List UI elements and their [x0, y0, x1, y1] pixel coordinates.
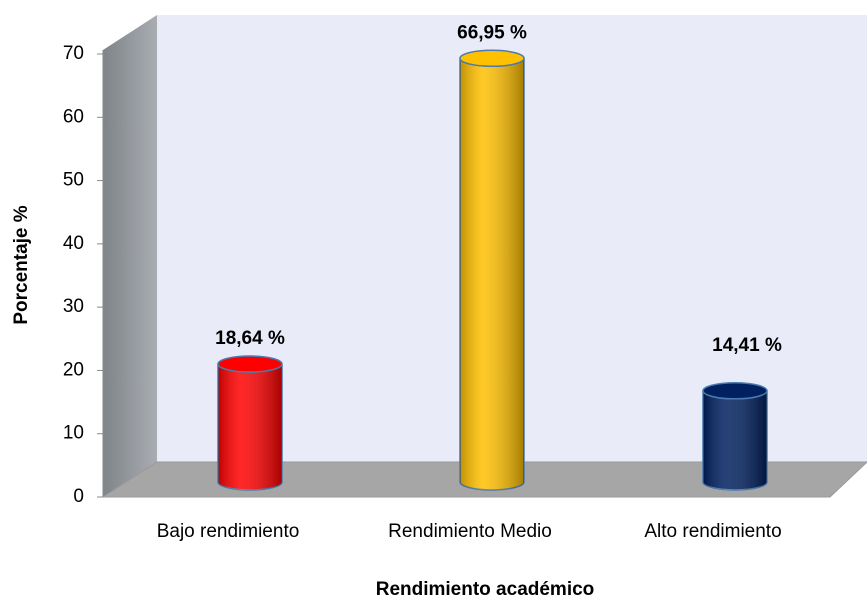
- y-tick-label: 0: [73, 486, 84, 507]
- y-tick-label: 40: [63, 233, 84, 254]
- y-tick-label: 70: [63, 43, 84, 64]
- y-tick-label: 50: [63, 170, 84, 191]
- y-tick-label: 30: [63, 296, 84, 317]
- y-tick-label: 10: [63, 423, 84, 444]
- x-tick-label: Rendimiento Medio: [388, 521, 552, 542]
- value-label: 66,95 %: [457, 22, 527, 43]
- cylinder-top: [459, 49, 525, 68]
- y-tick-label: 20: [63, 359, 84, 380]
- cylinder: [217, 355, 283, 491]
- cylinder-shade: [218, 364, 282, 490]
- cylinder-shade: [703, 390, 767, 490]
- x-tick-label: Bajo rendimiento: [157, 521, 300, 542]
- y-axis-title: Porcentaje %: [11, 205, 32, 324]
- cylinder: [702, 382, 768, 491]
- x-axis-title: Rendimiento académico: [376, 579, 595, 600]
- cylinder-shade: [460, 58, 524, 490]
- value-label: 18,64 %: [215, 328, 285, 349]
- x-tick-label: Alto rendimiento: [644, 521, 781, 542]
- cylinder-top: [702, 382, 768, 400]
- cylinder: [459, 49, 525, 491]
- side-wall: [103, 15, 157, 497]
- value-label: 14,41 %: [712, 335, 782, 356]
- y-tick-label: 60: [63, 106, 84, 127]
- cylinder-top: [217, 355, 283, 373]
